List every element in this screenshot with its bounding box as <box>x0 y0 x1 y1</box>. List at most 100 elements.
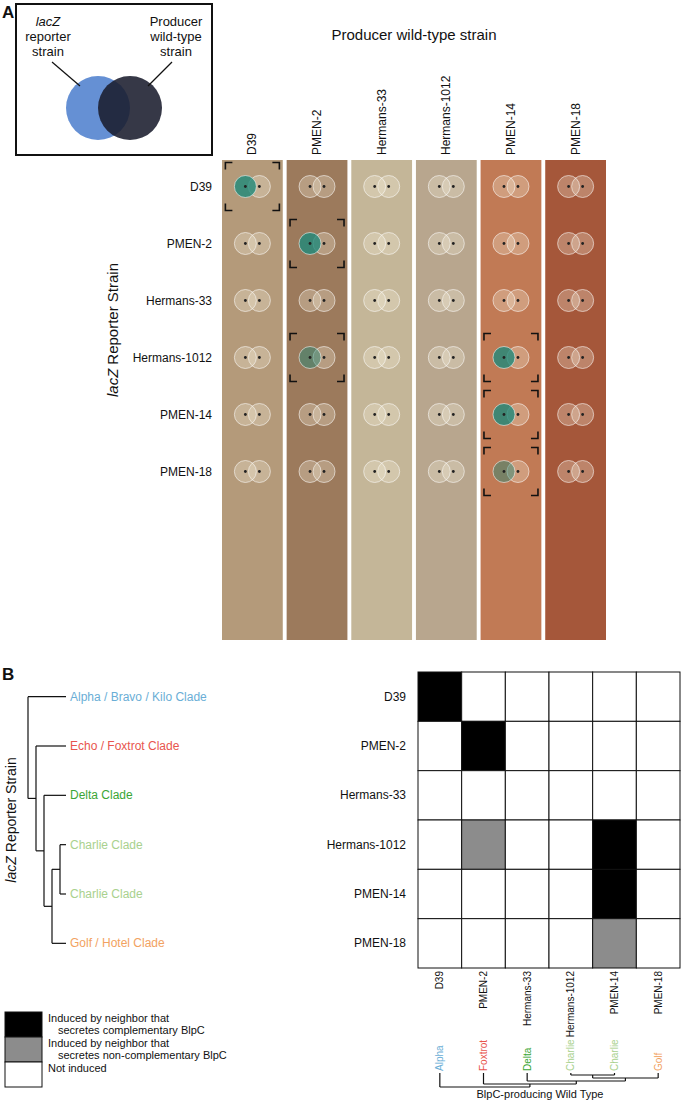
cell <box>636 721 680 770</box>
plate <box>481 160 542 640</box>
reporter-spot <box>364 404 386 426</box>
cell <box>418 820 462 869</box>
stab <box>581 299 584 302</box>
cell <box>505 869 549 918</box>
bracket-corner <box>337 375 344 382</box>
bracket <box>484 391 538 439</box>
cell <box>505 919 549 968</box>
column-clade: Foxtrot <box>478 1040 489 1071</box>
cell <box>593 919 637 968</box>
stab <box>438 413 441 416</box>
inset-pointer <box>52 62 80 86</box>
tree-branch <box>570 1073 571 1075</box>
stab <box>309 185 312 188</box>
stab <box>309 299 312 302</box>
stab <box>452 185 455 188</box>
tree-branch <box>52 943 66 944</box>
bracket <box>484 448 538 496</box>
tree-branch <box>576 1081 577 1084</box>
stab <box>438 185 441 188</box>
cell <box>593 721 637 770</box>
tree-branch <box>36 850 44 851</box>
column-label: PMEN-14 <box>609 971 620 1015</box>
bracket-corner <box>337 261 344 268</box>
tree-branch <box>28 798 36 799</box>
stab <box>438 470 441 473</box>
stab <box>323 299 326 302</box>
cell <box>549 672 593 721</box>
cell <box>505 721 549 770</box>
reporter-spot <box>234 461 256 483</box>
bracket-corner <box>484 448 491 455</box>
stab <box>581 185 584 188</box>
column-title: BlpC-producing Wild Type <box>477 1088 604 1100</box>
bracket-corner <box>225 204 232 211</box>
stab <box>258 470 261 473</box>
stab <box>387 470 390 473</box>
cell <box>549 771 593 820</box>
cell <box>418 672 462 721</box>
stab <box>258 299 261 302</box>
stab <box>309 356 312 359</box>
cell <box>636 919 680 968</box>
cell <box>462 869 506 918</box>
cell <box>462 771 506 820</box>
legend: Induced by neighbor thatsecretes complem… <box>5 1012 227 1087</box>
stab <box>503 470 506 473</box>
reporter-spot <box>558 404 580 426</box>
inset-label: reporter <box>25 29 71 44</box>
row-label: PMEN-2 <box>167 237 213 251</box>
reporter-spot <box>234 347 256 369</box>
bracket-corner <box>290 334 297 341</box>
column-label: PMEN-18 <box>569 103 583 155</box>
reporter-spot <box>428 233 450 255</box>
cell <box>636 771 680 820</box>
row-label: PMEN-18 <box>160 465 212 479</box>
reporter-spot <box>364 233 386 255</box>
row-label: PMEN-18 <box>354 936 406 950</box>
inset-label: strain <box>160 44 192 59</box>
panel-a: AlacZreporterstrainProducerwild-typestra… <box>2 3 606 640</box>
stab <box>244 242 247 245</box>
cell <box>636 672 680 721</box>
legend-label: Not induced <box>48 1062 107 1074</box>
column-label: D39 <box>434 971 445 990</box>
stab <box>244 413 247 416</box>
reporter-spot <box>299 461 321 483</box>
reporter-spot <box>234 176 256 198</box>
row-title-part: Reporter Strain <box>3 757 19 852</box>
cell <box>418 869 462 918</box>
bracket-corner <box>225 163 232 170</box>
bracket <box>225 163 279 211</box>
reporter-spot <box>428 176 450 198</box>
stab <box>323 470 326 473</box>
bracket-corner <box>484 334 491 341</box>
row-clade: Charlie Clade <box>70 838 143 852</box>
column-clade: Golf <box>653 1052 664 1071</box>
inset-label: strain <box>32 44 64 59</box>
tree-branch <box>52 869 60 870</box>
bracket <box>290 334 344 382</box>
row-label: PMEN-14 <box>160 408 212 422</box>
cell <box>418 721 462 770</box>
tree-branch <box>529 1084 530 1087</box>
stab <box>387 185 390 188</box>
bracket-corner <box>290 261 297 268</box>
column-tree <box>440 1073 658 1087</box>
row-title: lacZReporter Strain <box>104 263 121 397</box>
reporter-spot <box>428 461 450 483</box>
inset-label: lacZ <box>36 14 62 29</box>
column-label: PMEN-2 <box>310 109 324 155</box>
tree-branch <box>60 893 66 894</box>
row-label: Hermans-1012 <box>133 351 213 365</box>
inset-pointer <box>148 62 172 86</box>
row-clade: Echo / Foxtrot Clade <box>70 739 180 753</box>
stab <box>503 185 506 188</box>
reporter-spot <box>364 461 386 483</box>
reporter-spot <box>428 290 450 312</box>
row-label: Hermans-33 <box>146 294 212 308</box>
legend-label: Induced by neighbor that <box>48 1012 169 1024</box>
cell <box>593 869 637 918</box>
cell <box>505 672 549 721</box>
column-label: D39 <box>245 133 259 155</box>
